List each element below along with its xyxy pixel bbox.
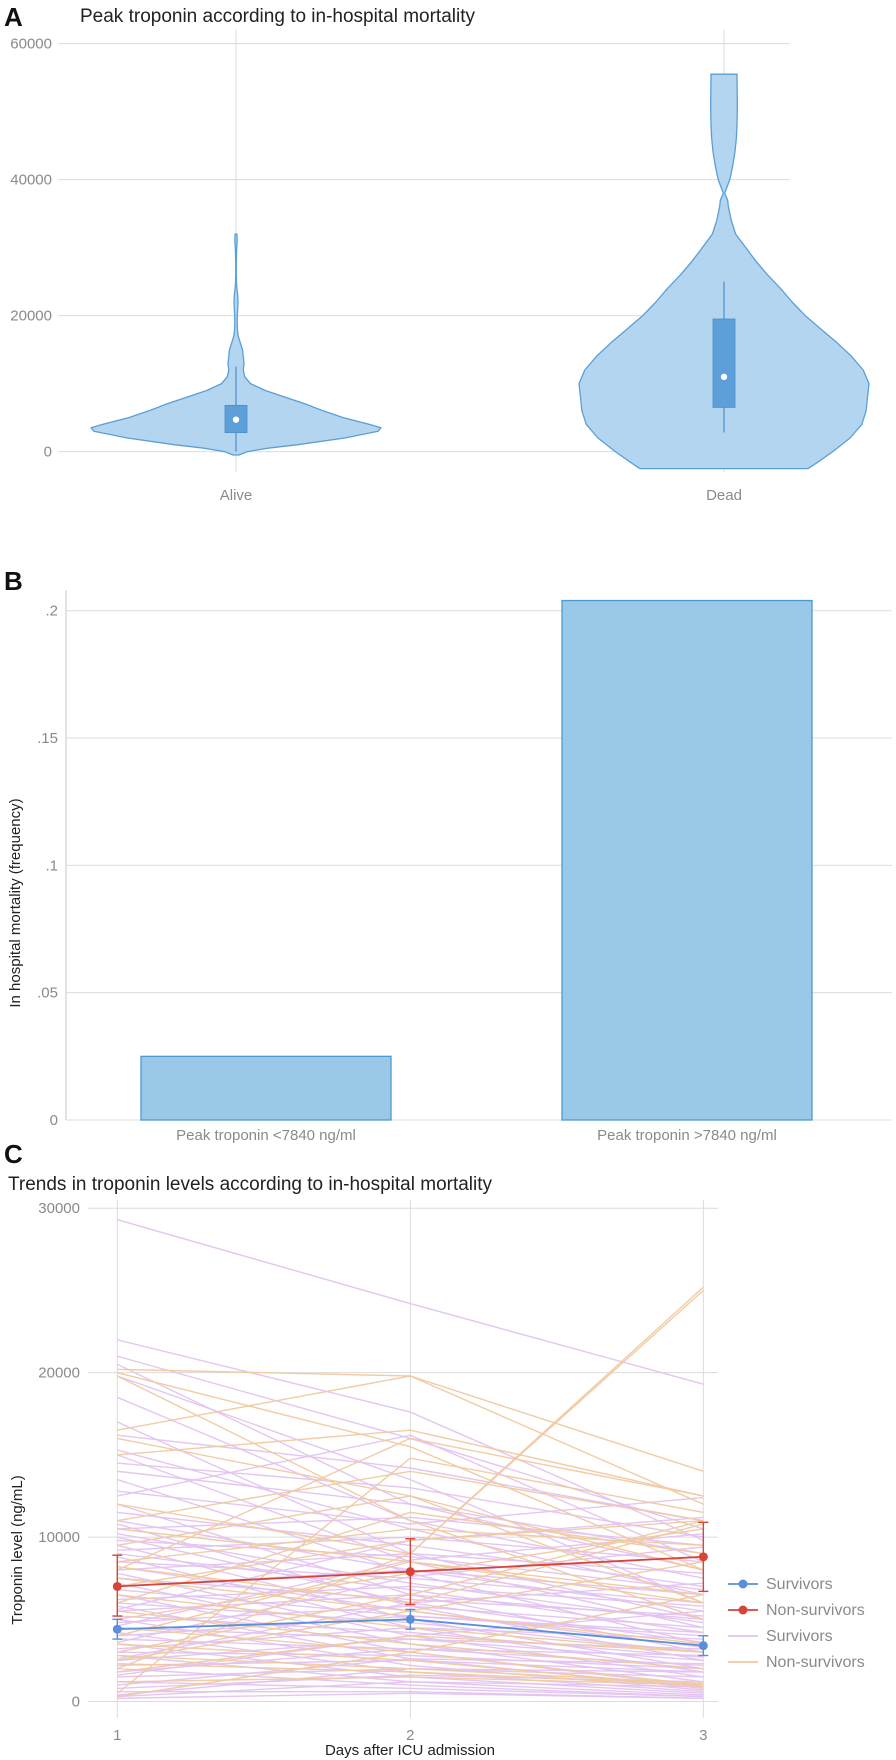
non-survivor-trajectory	[117, 1594, 704, 1698]
y-tick-label: .2	[45, 603, 58, 620]
x-tick-label: Peak troponin <7840 ng/ml	[176, 1127, 356, 1144]
survivor-trajectory	[117, 1638, 704, 1662]
survivor-trajectory	[117, 1516, 704, 1546]
survivor-trajectory	[117, 1219, 704, 1385]
non-survivor-trajectory	[117, 1372, 704, 1571]
x-tick-label: Alive	[220, 487, 253, 504]
mean-point	[112, 1624, 122, 1634]
mean-point	[405, 1567, 415, 1577]
survivor-trajectory	[117, 1681, 704, 1698]
panel-c-x-ticks: 1 2 3	[113, 1727, 707, 1744]
x-tick-label: 1	[113, 1727, 121, 1744]
violin-dead	[578, 73, 870, 470]
x-tick-label: Dead	[706, 487, 742, 504]
survivor-trajectory	[117, 1648, 704, 1673]
panel-c: C Trends in troponin levels according to…	[4, 1139, 865, 1759]
legend-label: Survivors	[766, 1576, 833, 1593]
survivor-trajectory	[117, 1658, 704, 1686]
non-survivor-trajectory	[117, 1676, 704, 1686]
panel-a-x-ticks: Alive Dead	[220, 487, 742, 504]
panel-c-title: Trends in troponin levels according to i…	[8, 1174, 493, 1195]
mean-point	[698, 1552, 708, 1562]
y-tick-label: 0	[50, 1112, 58, 1129]
y-tick-label: 0	[72, 1694, 80, 1711]
legend-item: Survivors	[728, 1628, 833, 1645]
panel-c-letter: C	[4, 1139, 23, 1169]
y-tick-label: 30000	[38, 1200, 80, 1217]
survivor-trajectory	[117, 1462, 704, 1538]
panel-c-legend: Survivors Non-survivors Survivors Non-survi…	[728, 1576, 865, 1671]
non-survivor-trajectory	[117, 1635, 704, 1673]
non-survivor-trajectory	[117, 1429, 704, 1497]
x-tick-label: Peak troponin >7840 ng/ml	[597, 1127, 777, 1144]
panel-b-y-axis-label: In hospital mortality (frequency)	[7, 798, 24, 1007]
survivor-trajectory	[117, 1692, 704, 1699]
panel-b-x-ticks: Peak troponin <7840 ng/ml Peak troponin >…	[176, 1127, 777, 1144]
panel-c-y-axis-label: Troponin level (ng/mL)	[9, 1475, 26, 1625]
panel-c-plot-area	[112, 1219, 709, 1699]
x-tick-label: 2	[406, 1727, 414, 1744]
panel-c-x-axis-label: Days after ICU admission	[325, 1742, 495, 1759]
legend-label: Survivors	[766, 1628, 833, 1645]
non-survivor-trajectory	[117, 1375, 704, 1472]
legend-swatch-point	[738, 1579, 748, 1589]
survivor-trajectory	[117, 1490, 704, 1525]
non-survivor-trajectory	[116, 1457, 704, 1694]
iqr-box	[712, 318, 736, 408]
panel-b: B 0.05.1.15.2 Peak troponin <7840 ng/ml P…	[4, 566, 892, 1144]
bar	[561, 599, 813, 1121]
survivor-trajectory	[117, 1605, 704, 1629]
legend-item: Non-survivors	[728, 1654, 865, 1671]
y-tick-label: 10000	[38, 1529, 80, 1546]
mean-point	[698, 1641, 708, 1651]
legend-label: Non-survivors	[766, 1602, 865, 1619]
panel-b-plot-area	[140, 599, 813, 1121]
panel-a: A Peak troponin according to in-hospital…	[4, 2, 870, 504]
panel-b-letter: B	[4, 566, 23, 596]
non-survivor-trajectory	[117, 1610, 704, 1670]
survivor-trajectory	[117, 1339, 704, 1542]
y-tick-label: .05	[37, 985, 58, 1002]
panel-c-y-ticks: 0 10000 20000 30000	[38, 1200, 80, 1710]
non-survivor-trajectory	[117, 1511, 704, 1604]
y-tick-label: .1	[45, 857, 58, 874]
mean-point	[112, 1581, 122, 1591]
survivor-trajectory	[117, 1434, 704, 1563]
panel-a-letter: A	[4, 2, 23, 32]
non-survivor-trajectory	[117, 1663, 704, 1686]
mean-point	[405, 1614, 415, 1624]
panel-b-y-ticks: 0 .05 .1 .15 .2	[37, 603, 58, 1129]
y-tick-label: 20000	[10, 308, 52, 325]
panel-a-plot-area	[90, 73, 870, 470]
survivor-trajectory	[117, 1470, 704, 1555]
median-point	[720, 373, 728, 380]
non-survivor-trajectory	[117, 1470, 704, 1522]
panel-a-title: Peak troponin according to in-hospital m…	[80, 6, 475, 27]
violin-alive	[90, 233, 382, 456]
survivor-trajectory	[117, 1674, 704, 1690]
y-tick-label: 60000	[10, 36, 52, 53]
median-point	[232, 416, 240, 423]
legend-swatch-point	[738, 1605, 748, 1615]
legend-label: Non-survivors	[766, 1654, 865, 1671]
panel-a-y-ticks: 0 20000 40000 60000	[10, 36, 52, 461]
legend-item: Survivors	[728, 1576, 833, 1593]
bar	[140, 1055, 392, 1121]
non-survivor-trajectory	[116, 1375, 704, 1620]
y-tick-label: 20000	[38, 1365, 80, 1382]
non-survivor-trajectory	[117, 1437, 704, 1571]
legend-item: Non-survivors	[728, 1602, 865, 1619]
y-tick-label: 0	[44, 444, 52, 461]
x-tick-label: 3	[699, 1727, 707, 1744]
y-tick-label: .15	[37, 730, 58, 747]
survivor-trajectory	[117, 1536, 704, 1563]
y-tick-label: 40000	[10, 172, 52, 189]
